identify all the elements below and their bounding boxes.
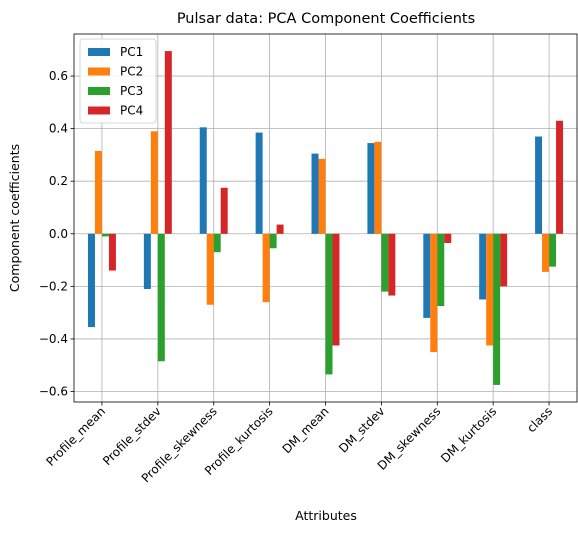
y-tick-label: −0.6 xyxy=(39,384,68,398)
y-tick-label: 0.2 xyxy=(49,174,68,188)
bar-pc3-dm-mean xyxy=(325,233,333,375)
y-axis-label: Component coefficients xyxy=(7,144,22,292)
bar-pc4-class xyxy=(556,120,564,234)
x-tick-label: DM_kurtosis xyxy=(438,404,499,465)
y-axis-ticks: −0.6 −0.4 −0.2 0.0 0.2 0.4 0.6 xyxy=(39,69,74,398)
bar-pc4-dm-kurtosis xyxy=(500,233,508,287)
bar-pc3-profile-mean xyxy=(101,233,109,237)
legend-swatch-pc4 xyxy=(88,106,110,115)
legend-swatch-pc1 xyxy=(88,48,110,56)
bar-pc1-class xyxy=(535,136,543,234)
bar-pc4-profile-stdev xyxy=(164,51,172,234)
legend-label-pc2: PC2 xyxy=(120,65,143,79)
x-axis-ticks: Profile_meanProfile_stdevProfile_skewnes… xyxy=(43,402,555,485)
x-tick-label: class xyxy=(524,404,555,435)
bar-pc1-profile-stdev xyxy=(143,233,151,289)
bar-pc2-dm-stdev xyxy=(374,141,382,234)
bar-pc2-profile-kurtosis xyxy=(262,233,270,303)
legend: PC1 PC2 PC3 PC4 xyxy=(79,38,157,124)
bar-pc4-profile-mean xyxy=(108,233,116,271)
bar-pc2-profile-mean xyxy=(94,150,102,234)
bar-pc4-dm-skewness xyxy=(444,233,452,243)
y-tick-label: −0.4 xyxy=(39,332,68,346)
y-tick-label: 0.6 xyxy=(49,69,68,83)
bar-pc1-profile-kurtosis xyxy=(255,132,263,234)
legend-swatch-pc2 xyxy=(88,67,110,76)
x-tick-label: Profile_mean xyxy=(43,404,108,469)
bars xyxy=(87,51,564,385)
bar-pc4-profile-skewness xyxy=(220,187,228,234)
bar-pc2-class xyxy=(542,233,550,272)
bar-pc2-dm-kurtosis xyxy=(486,233,494,346)
bar-pc1-profile-skewness xyxy=(199,127,207,234)
bar-pc2-profile-stdev xyxy=(150,131,158,234)
bar-pc4-profile-kurtosis xyxy=(276,224,284,234)
x-axis-label: Attributes xyxy=(295,508,357,523)
x-tick-label: DM_mean xyxy=(280,404,332,456)
bar-pc1-dm-stdev xyxy=(367,143,375,234)
y-tick-label: 0.4 xyxy=(49,122,68,136)
bar-pc3-dm-skewness xyxy=(437,233,445,307)
legend-box xyxy=(79,38,157,124)
bar-pc1-dm-skewness xyxy=(423,233,431,318)
chart-title: Pulsar data: PCA Component Coefficients xyxy=(177,11,475,27)
bar-pc4-dm-stdev xyxy=(388,233,396,296)
bar-pc2-dm-mean xyxy=(318,158,326,234)
legend-label-pc4: PC4 xyxy=(120,104,143,118)
y-tick-label: −0.2 xyxy=(39,279,68,293)
bar-pc3-class xyxy=(549,233,557,267)
bar-pc1-profile-mean xyxy=(87,233,95,328)
bar-pc2-dm-skewness xyxy=(430,233,438,353)
bar-pc1-dm-kurtosis xyxy=(479,233,487,300)
bar-pc3-dm-kurtosis xyxy=(493,233,501,385)
bar-pc3-profile-skewness xyxy=(213,233,221,253)
bar-pc3-profile-stdev xyxy=(157,233,165,362)
x-tick-label: DM_stdev xyxy=(336,404,387,455)
legend-label-pc3: PC3 xyxy=(120,84,143,98)
bar-pc3-dm-stdev xyxy=(381,233,389,292)
bar-pc3-profile-kurtosis xyxy=(269,233,277,249)
legend-label-pc1: PC1 xyxy=(120,45,143,59)
y-tick-label: 0.0 xyxy=(49,227,68,241)
bar-pc4-dm-mean xyxy=(332,233,340,346)
bar-pc2-profile-skewness xyxy=(206,233,214,305)
legend-swatch-pc3 xyxy=(88,87,110,95)
bar-pc1-dm-mean xyxy=(311,153,319,234)
